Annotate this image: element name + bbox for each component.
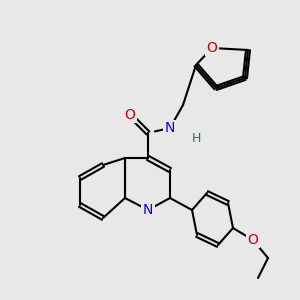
Text: N: N bbox=[165, 121, 175, 135]
Text: N: N bbox=[143, 203, 153, 217]
Text: O: O bbox=[124, 108, 135, 122]
Text: H: H bbox=[191, 131, 201, 145]
Text: O: O bbox=[248, 233, 258, 247]
Text: O: O bbox=[207, 41, 218, 55]
